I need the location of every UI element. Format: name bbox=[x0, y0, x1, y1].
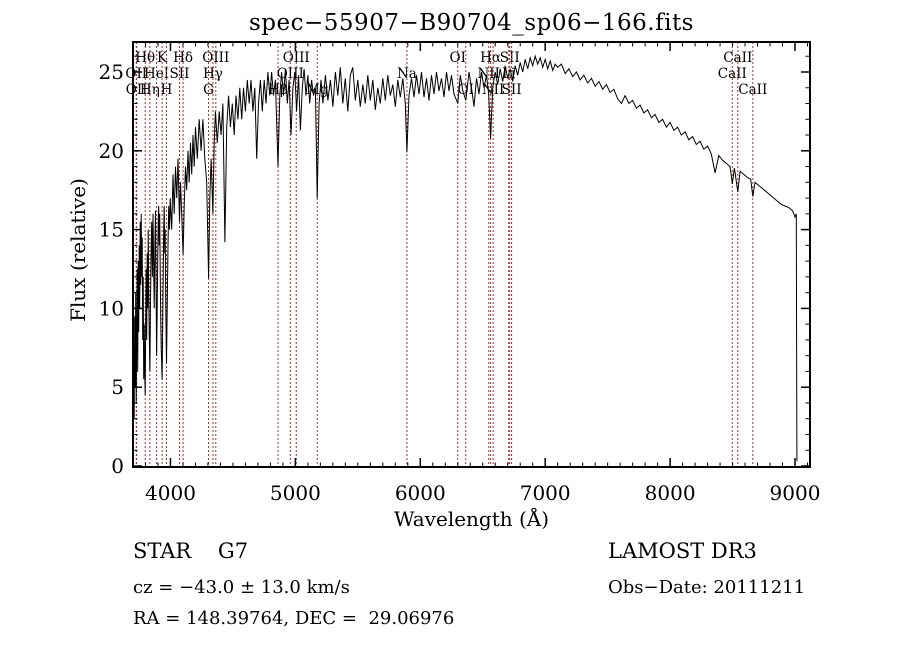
spectral-line-label: Hδ bbox=[173, 50, 193, 66]
y-tick-label: 10 bbox=[99, 296, 124, 320]
spectral-line-label: Hβ bbox=[268, 82, 288, 98]
spectral-line-label: CaII bbox=[738, 82, 767, 98]
survey-name-text: LAMOST DR3 bbox=[608, 539, 757, 563]
x-tick-label: 7000 bbox=[520, 481, 571, 505]
y-tick-label: 25 bbox=[99, 60, 124, 84]
spectral-line-label: OIII bbox=[277, 66, 304, 82]
spectral-line-label: SII bbox=[170, 66, 190, 82]
spectral-line-label: Hη bbox=[140, 82, 160, 98]
x-tick-label: 8000 bbox=[645, 481, 696, 505]
y-tick-label: 15 bbox=[99, 218, 124, 242]
spectral-line-label: HeI bbox=[144, 66, 169, 82]
spectral-line-label: CaII bbox=[723, 50, 752, 66]
spectral-line-label: OIII bbox=[202, 50, 229, 66]
object-class-text: STAR G7 bbox=[133, 539, 249, 563]
spectral-line-label: Hγ bbox=[203, 66, 223, 82]
plot-title: spec−55907−B90704_sp06−166.fits bbox=[249, 10, 694, 36]
spectral-line-label: G bbox=[203, 82, 214, 98]
spectral-line-label: CaII bbox=[718, 66, 747, 82]
y-tick-label: 5 bbox=[111, 375, 124, 399]
spectral-line-label: Hα bbox=[480, 50, 501, 66]
spectral-line-label: Hθ bbox=[135, 50, 155, 66]
x-tick-label: 5000 bbox=[270, 481, 321, 505]
plot-frame bbox=[132, 41, 811, 468]
ra-dec-text: RA = 148.39764, DEC = 29.06976 bbox=[133, 608, 455, 629]
spectral-line-label: Na bbox=[397, 66, 417, 82]
spectral-line-label: H bbox=[161, 82, 173, 98]
y-axis-title: Flux (relative) bbox=[66, 178, 90, 322]
cz-velocity-text: cz = −43.0 ± 13.0 km/s bbox=[133, 577, 350, 598]
spectral-line-label: SII bbox=[502, 82, 522, 98]
spectrum-trace bbox=[132, 54, 798, 462]
spectral-line-label: OIII bbox=[283, 50, 310, 66]
x-axis-title: Wavelength (Å) bbox=[393, 507, 550, 531]
x-tick-label: 6000 bbox=[395, 481, 446, 505]
spectral-line-label: K bbox=[157, 50, 168, 66]
y-tick-label: 0 bbox=[111, 454, 124, 478]
spectral-line-label: SII bbox=[500, 50, 520, 66]
x-tick-label: 9000 bbox=[770, 481, 821, 505]
obs-date-text: Obs−Date: 20111211 bbox=[608, 577, 806, 598]
spectral-line-label: OI bbox=[450, 50, 466, 66]
y-tick-label: 20 bbox=[99, 139, 124, 163]
x-tick-label: 4000 bbox=[145, 481, 196, 505]
spectral-line-label: OII bbox=[126, 82, 148, 98]
spectral-line-label: Mg bbox=[306, 82, 329, 98]
